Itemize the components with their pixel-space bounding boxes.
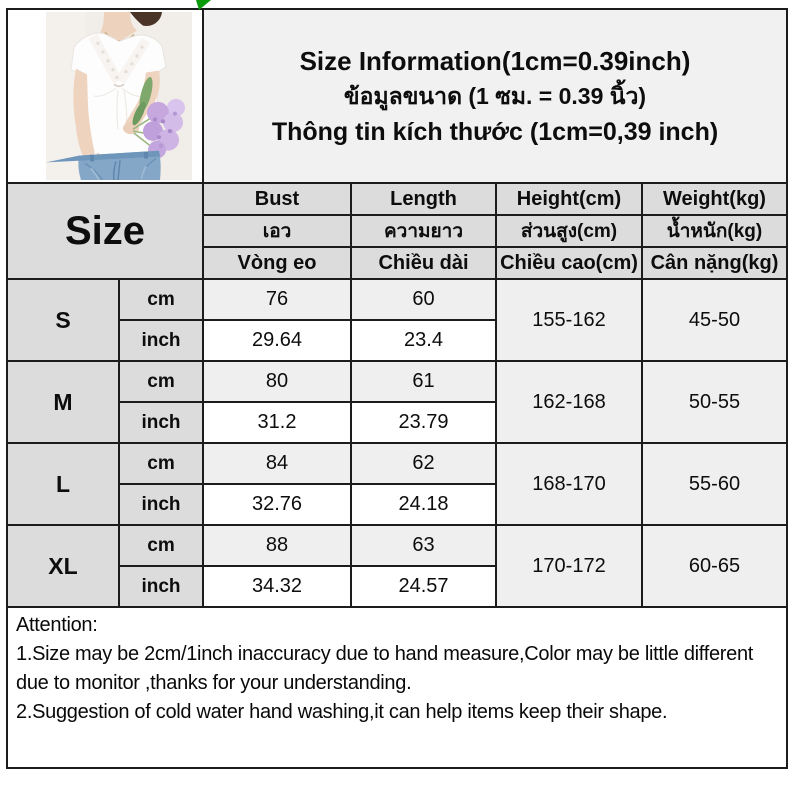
- header-weight-en: Weight(kg): [641, 182, 788, 216]
- unit-cm-label: cm: [118, 442, 204, 485]
- unit-cm-label: cm: [118, 524, 204, 567]
- xl-height: 170-172: [495, 524, 643, 608]
- header-bust-vi: Vòng eo: [202, 246, 352, 280]
- s-length-inch: 23.4: [350, 319, 497, 362]
- s-weight: 45-50: [641, 278, 788, 362]
- l-bust-inch: 32.76: [202, 483, 352, 526]
- header-length-en: Length: [350, 182, 497, 216]
- l-height: 168-170: [495, 442, 643, 526]
- header-height-en: Height(cm): [495, 182, 643, 216]
- unit-inch-label: inch: [118, 483, 204, 526]
- header-bust-th: เอว: [202, 214, 352, 248]
- attention-line-2: 2.Suggestion of cold water hand washing,…: [16, 701, 668, 723]
- title-cell: Size Information(1cm=0.39inch) ข้อมูลขนา…: [202, 8, 788, 184]
- header-length-vi: Chiều dài: [350, 246, 497, 280]
- table-row: inch 34.32 24.57: [7, 565, 787, 608]
- header-height-th: ส่วนสูง(cm): [495, 214, 643, 248]
- attention-line-1: 1.Size may be 2cm/1inch inaccuracy due t…: [16, 643, 754, 694]
- m-bust-inch: 31.2: [202, 401, 352, 444]
- header-bust-en: Bust: [202, 182, 352, 216]
- m-length-inch: 23.79: [350, 401, 497, 444]
- xl-bust-cm: 88: [202, 524, 352, 567]
- product-photo-cell: [6, 8, 204, 184]
- table-row: inch 31.2 23.79: [7, 401, 787, 444]
- attention-heading: Attention:: [16, 614, 98, 636]
- size-information-table: Size Information(1cm=0.39inch) ข้อมูลขนา…: [6, 8, 788, 769]
- xl-length-inch: 24.57: [350, 565, 497, 608]
- l-weight: 55-60: [641, 442, 788, 526]
- xl-bust-inch: 34.32: [202, 565, 352, 608]
- table-row: inch 32.76 24.18: [7, 483, 787, 526]
- header-length-th: ความยาว: [350, 214, 497, 248]
- s-bust-inch: 29.64: [202, 319, 352, 362]
- green-corner-marker-icon: [196, 0, 211, 10]
- unit-inch-label: inch: [118, 319, 204, 362]
- size-corner-header: Size: [6, 182, 204, 280]
- l-length-cm: 62: [350, 442, 497, 485]
- m-length-cm: 61: [350, 360, 497, 403]
- xl-length-cm: 63: [350, 524, 497, 567]
- unit-cm-label: cm: [118, 278, 204, 321]
- s-length-cm: 60: [350, 278, 497, 321]
- m-weight: 50-55: [641, 360, 788, 444]
- size-label-s: S: [6, 278, 120, 362]
- title-english: Size Information(1cm=0.39inch): [299, 45, 691, 76]
- table-row: M cm 80 61 162-168 50-55: [6, 360, 788, 444]
- title-thai: ข้อมูลขนาด (1 ซม. = 0.39 นิ้ว): [343, 82, 647, 109]
- size-label-m: M: [6, 360, 120, 444]
- header-weight-th: น้ำหนัก(kg): [641, 214, 788, 248]
- size-label-l: L: [6, 442, 120, 526]
- table-row: inch 29.64 23.4: [7, 319, 787, 362]
- m-height: 162-168: [495, 360, 643, 444]
- title-vietnamese: Thông tin kích thước (1cm=0,39 inch): [271, 117, 719, 146]
- header-height-vi: Chiều cao(cm): [495, 246, 643, 280]
- xl-weight: 60-65: [641, 524, 788, 608]
- product-photo: [46, 12, 192, 180]
- unit-inch-label: inch: [118, 565, 204, 608]
- m-bust-cm: 80: [202, 360, 352, 403]
- unit-cm-label: cm: [118, 360, 204, 403]
- size-label-xl: XL: [6, 524, 120, 608]
- l-bust-cm: 84: [202, 442, 352, 485]
- attention-cell: Attention: 1.Size may be 2cm/1inch inacc…: [6, 606, 788, 769]
- table-row: L cm 84 62 168-170 55-60: [6, 442, 788, 526]
- l-length-inch: 24.18: [350, 483, 497, 526]
- unit-inch-label: inch: [118, 401, 204, 444]
- s-height: 155-162: [495, 278, 643, 362]
- table-row: XL cm 88 63 170-172 60-65: [6, 524, 788, 608]
- s-bust-cm: 76: [202, 278, 352, 321]
- table-row: S cm 76 60 155-162 45-50: [6, 278, 788, 362]
- header-weight-vi: Cân nặng(kg): [641, 246, 788, 280]
